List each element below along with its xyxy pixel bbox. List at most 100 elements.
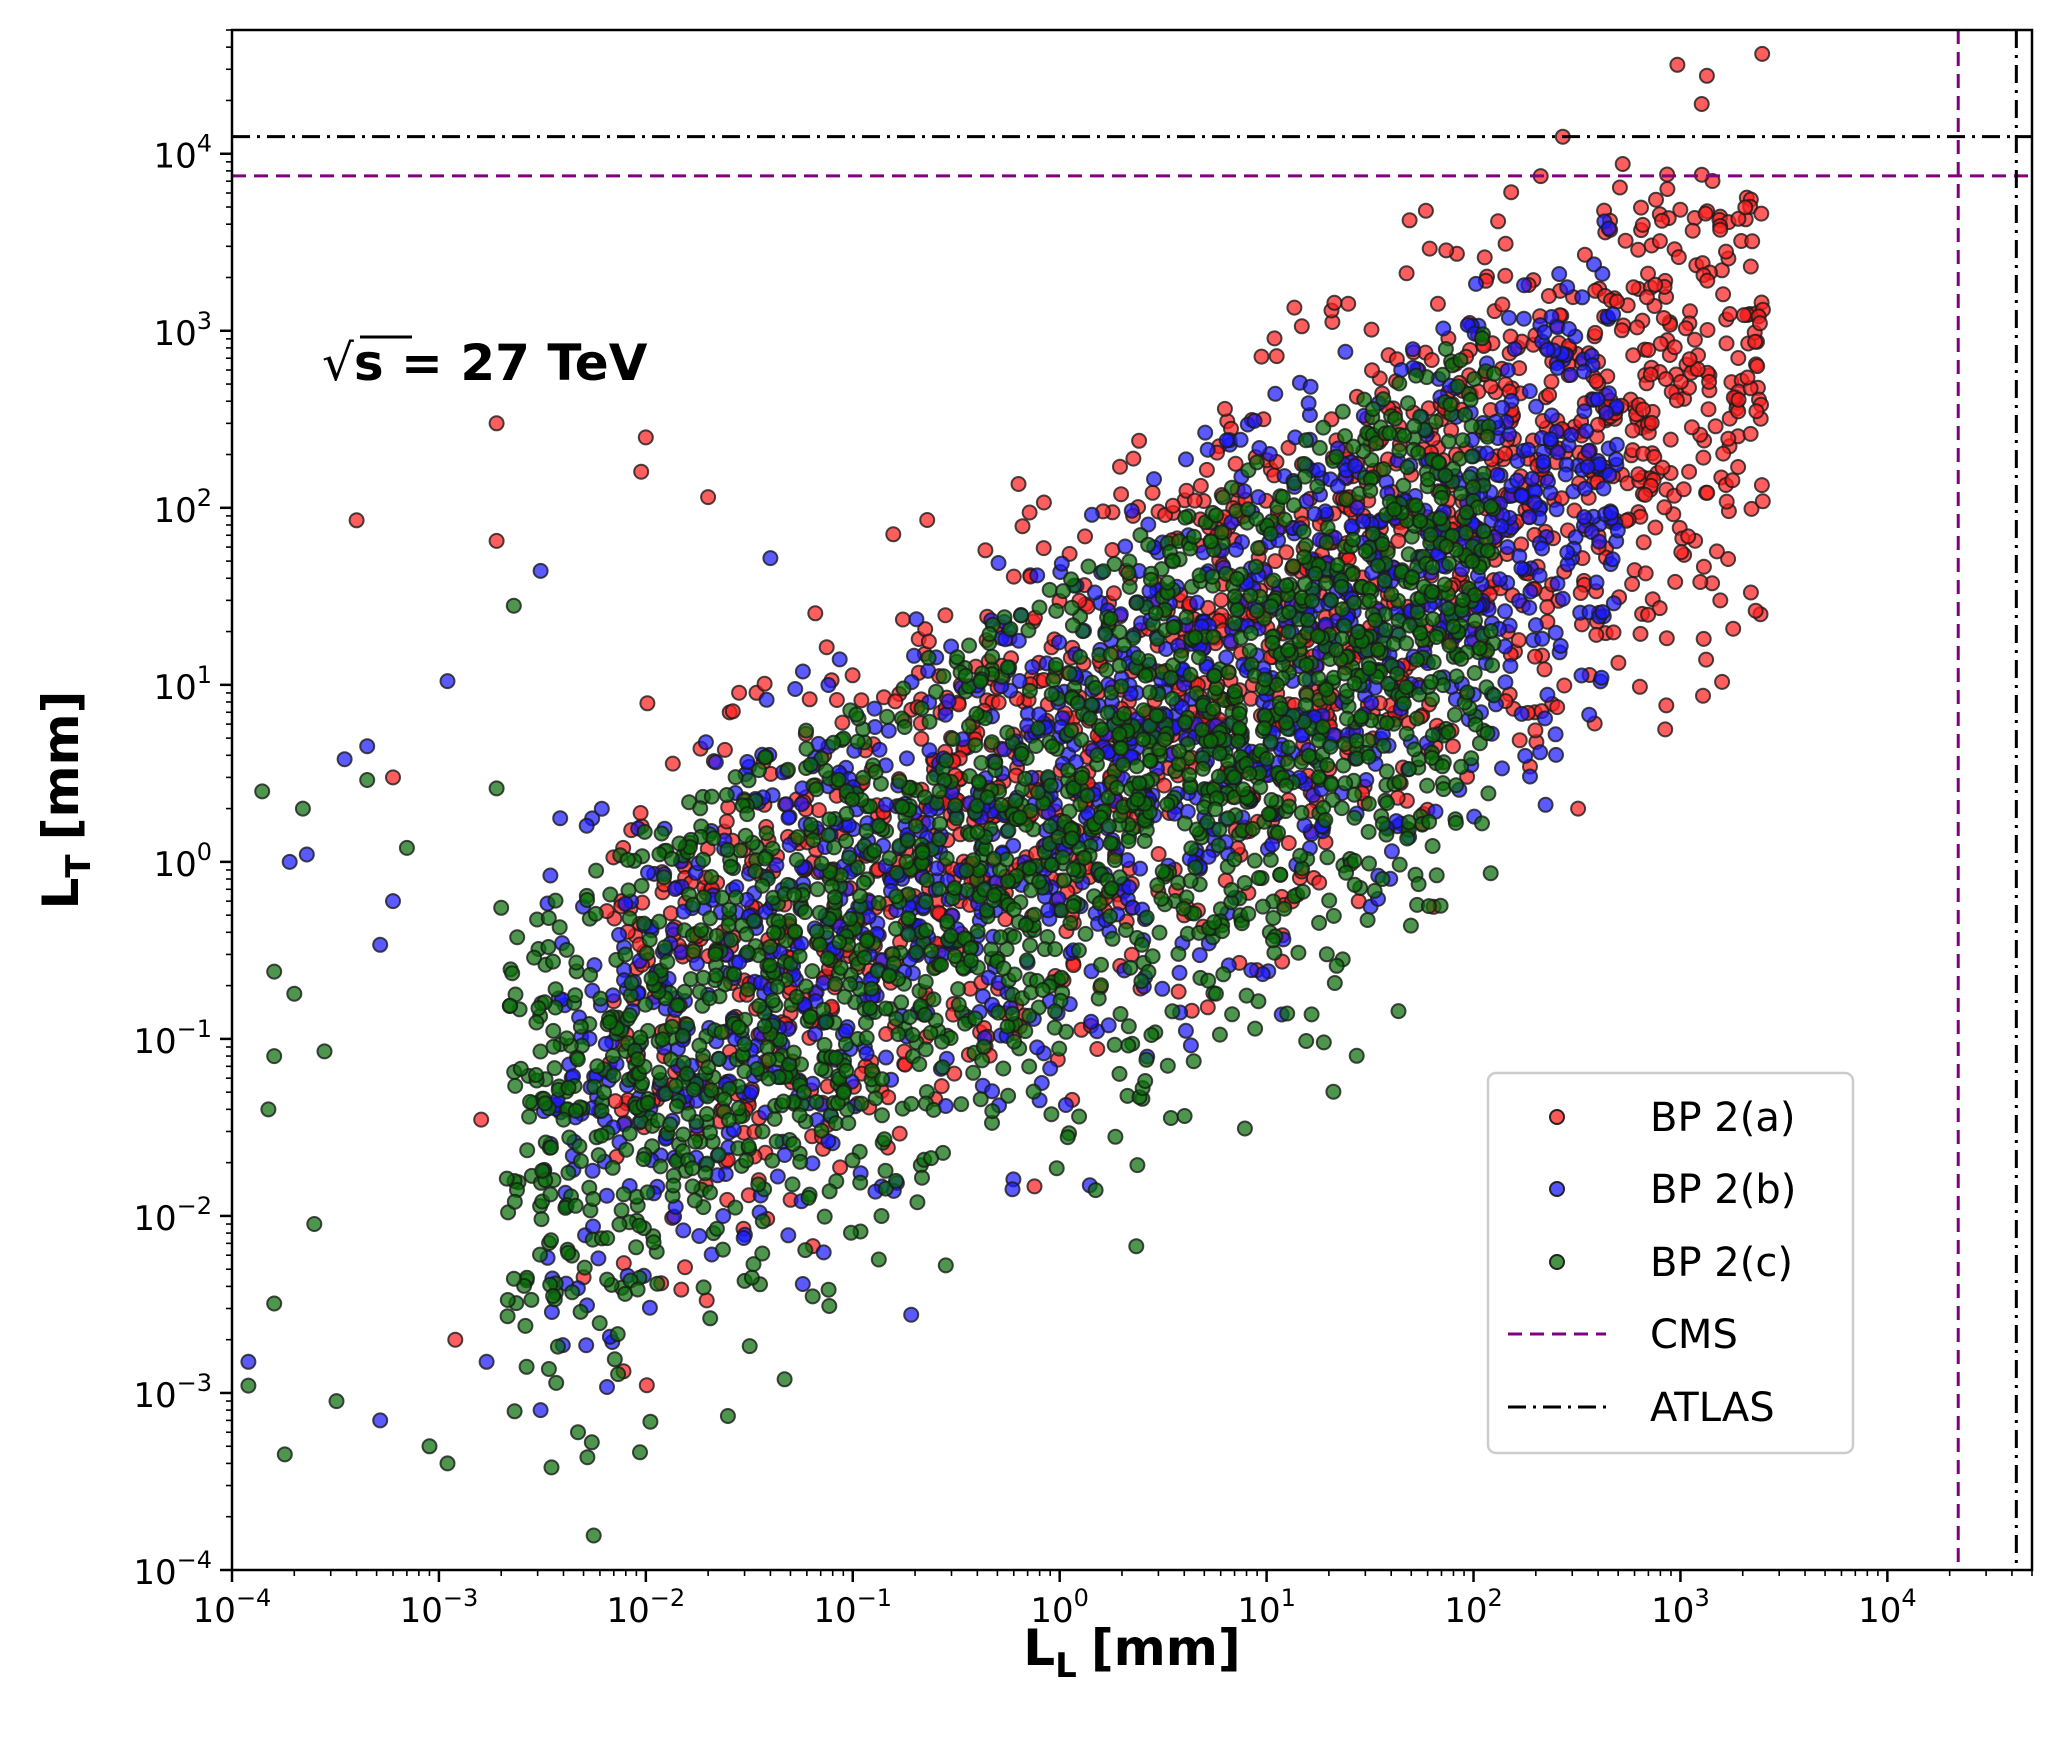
point-bp-2-c-	[1137, 1073, 1154, 1089]
point-bp-2-c-	[1199, 814, 1216, 831]
point-bp-2-c-	[739, 981, 756, 998]
point-bp-2-c-	[1063, 599, 1080, 616]
point-bp-2-c-	[1106, 1036, 1123, 1053]
point-bp-2-c-	[1420, 898, 1437, 915]
point-bp-2-c-	[1250, 540, 1267, 557]
point-bp-2-c-	[1211, 745, 1228, 762]
point-bp-2-c-	[643, 970, 660, 987]
point-bp-2-c-	[1081, 710, 1098, 727]
point-bp-2-a-	[1747, 333, 1764, 350]
point-bp-2-c-	[560, 1244, 577, 1261]
point-bp-2-c-	[895, 680, 912, 697]
point-bp-2-a-	[990, 694, 1007, 711]
point-bp-2-c-	[719, 1408, 736, 1424]
point-bp-2-c-	[684, 1178, 701, 1195]
point-bp-2-c-	[1254, 898, 1271, 915]
point-bp-2-b-	[1549, 575, 1566, 592]
point-bp-2-c-	[859, 932, 876, 949]
point-bp-2-c-	[993, 797, 1010, 814]
point-bp-2-c-	[676, 983, 693, 1000]
point-bp-2-b-	[1557, 466, 1574, 483]
point-bp-2-c-	[870, 1251, 887, 1268]
point-bp-2-c-	[722, 858, 739, 875]
point-bp-2-c-	[1479, 725, 1496, 742]
point-bp-2-c-	[1219, 810, 1236, 827]
point-bp-2-a-	[1730, 350, 1747, 366]
point-bp-2-c-	[1203, 533, 1219, 550]
point-bp-2-a-	[1144, 484, 1161, 501]
point-bp-2-c-	[844, 1152, 861, 1169]
point-bp-2-c-	[1272, 866, 1289, 883]
point-bp-2-c-	[917, 973, 934, 990]
point-bp-2-a-	[885, 526, 902, 543]
point-bp-2-c-	[1137, 667, 1154, 684]
point-bp-2-c-	[702, 1124, 718, 1141]
point-bp-2-c-	[837, 1036, 854, 1053]
point-bp-2-a-	[1035, 540, 1052, 557]
point-bp-2-c-	[900, 910, 917, 927]
point-bp-2-a-	[919, 512, 936, 528]
point-bp-2-c-	[901, 1009, 918, 1026]
point-bp-2-c-	[764, 1152, 781, 1169]
point-bp-2-c-	[1027, 738, 1044, 754]
point-bp-2-a-	[1718, 493, 1735, 510]
point-bp-2-a-	[1744, 233, 1761, 250]
point-bp-2-c-	[1210, 837, 1227, 854]
point-bp-2-b-	[590, 1250, 607, 1267]
point-bp-2-c-	[1376, 572, 1393, 589]
point-bp-2-c-	[517, 1317, 534, 1334]
point-bp-2-a-	[1213, 592, 1230, 608]
point-bp-2-c-	[1141, 684, 1158, 701]
point-bp-2-c-	[518, 1358, 535, 1375]
point-bp-2-a-	[1697, 205, 1714, 222]
point-bp-2-c-	[567, 987, 584, 1004]
point-bp-2-c-	[1208, 507, 1225, 524]
point-bp-2-c-	[1280, 623, 1297, 640]
point-bp-2-b-	[1177, 1022, 1194, 1039]
point-bp-2-b-	[1594, 604, 1611, 621]
point-bp-2-c-	[1295, 523, 1312, 540]
point-bp-2-c-	[779, 761, 796, 778]
point-bp-2-a-	[1198, 461, 1215, 478]
point-bp-2-c-	[652, 1158, 669, 1175]
point-bp-2-b-	[1132, 860, 1149, 877]
point-bp-2-a-	[1510, 632, 1527, 649]
point-bp-2-c-	[1296, 549, 1313, 566]
point-bp-2-c-	[533, 1211, 550, 1228]
point-bp-2-c-	[1256, 720, 1273, 737]
point-bp-2-a-	[1637, 486, 1654, 503]
point-bp-2-c-	[593, 1102, 610, 1119]
point-bp-2-b-	[1189, 594, 1205, 611]
point-bp-2-c-	[935, 668, 952, 685]
point-bp-2-c-	[1041, 581, 1058, 598]
point-bp-2-c-	[1153, 890, 1170, 907]
point-bp-2-b-	[769, 1168, 786, 1185]
point-bp-2-b-	[1535, 453, 1552, 470]
point-bp-2-c-	[821, 1183, 838, 1200]
point-bp-2-c-	[795, 1084, 812, 1101]
point-bp-2-a-	[1672, 201, 1689, 218]
point-bp-2-c-	[1072, 648, 1088, 665]
point-bp-2-c-	[972, 1091, 989, 1108]
point-bp-2-c-	[791, 1107, 808, 1124]
point-bp-2-c-	[786, 886, 803, 903]
point-bp-2-c-	[534, 1162, 551, 1179]
point-bp-2-a-	[1630, 241, 1647, 258]
point-bp-2-a-	[1497, 445, 1513, 462]
point-bp-2-c-	[1229, 570, 1245, 587]
point-bp-2-b-	[990, 555, 1007, 571]
point-bp-2-c-	[948, 810, 965, 827]
point-bp-2-b-	[1534, 630, 1551, 647]
point-bp-2-a-	[1735, 307, 1752, 324]
point-bp-2-c-	[838, 1062, 855, 1079]
point-bp-2-c-	[881, 850, 898, 867]
point-bp-2-c-	[1013, 745, 1030, 762]
point-bp-2-c-	[1328, 448, 1345, 465]
point-bp-2-a-	[1699, 322, 1716, 338]
point-bp-2-b-	[1589, 391, 1606, 408]
point-bp-2-c-	[855, 769, 872, 786]
point-bp-2-c-	[547, 892, 564, 909]
point-bp-2-c-	[981, 626, 998, 643]
point-bp-2-c-	[738, 1152, 755, 1169]
point-bp-2-b-	[1548, 501, 1565, 518]
